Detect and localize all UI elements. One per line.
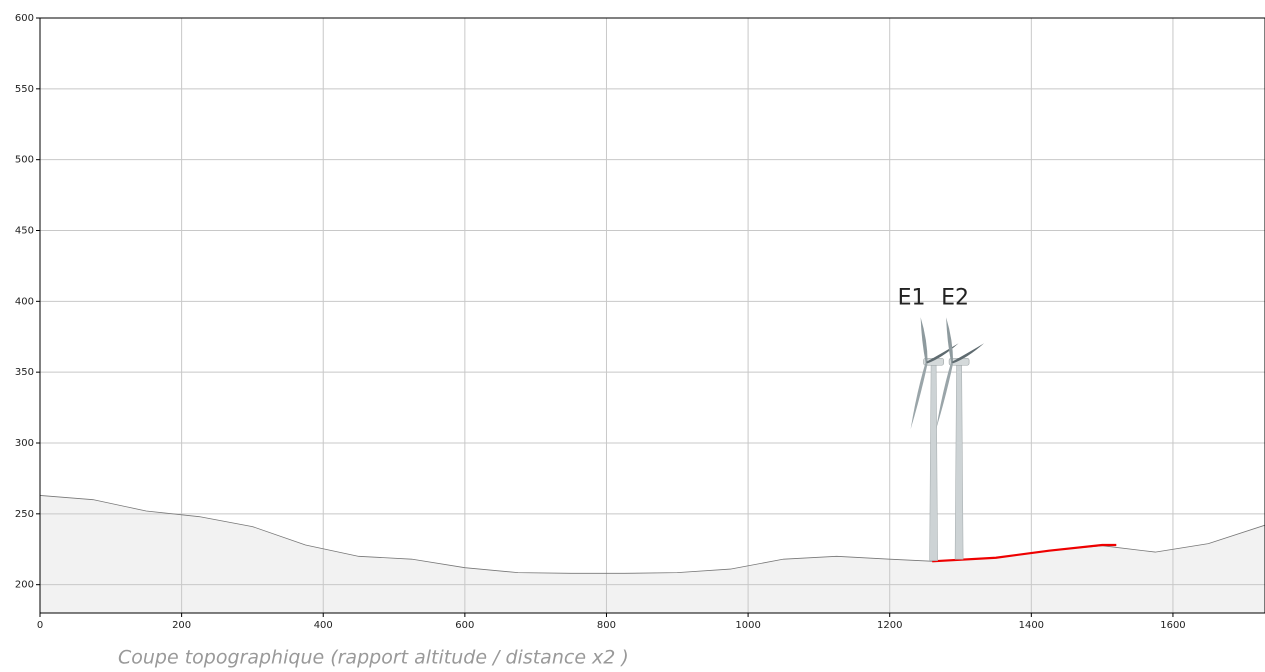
plot-frame: [39, 17, 1265, 614]
blade: [910, 362, 928, 430]
y-tick-label: 350: [15, 367, 34, 378]
turbine-label: E1: [898, 285, 926, 310]
y-tick-label: 200: [15, 580, 34, 591]
y-tick-label: 250: [15, 509, 34, 520]
profile-line: [932, 543, 1117, 563]
turbine-label: E2: [941, 285, 969, 310]
blade: [920, 317, 928, 363]
x-tick-label: 1200: [877, 620, 902, 631]
x-tick-label: 1000: [735, 620, 760, 631]
blade: [951, 343, 985, 364]
x-tick-label: 800: [597, 620, 616, 631]
tower: [929, 361, 938, 561]
tower: [954, 361, 964, 560]
x-tick-label: 200: [172, 620, 191, 631]
y-tick-label: 450: [15, 226, 34, 237]
blade: [946, 317, 954, 363]
x-tick-label: 400: [314, 620, 333, 631]
blade: [936, 362, 954, 430]
y-tick-label: 400: [15, 296, 34, 307]
x-tick-label: 0: [37, 620, 43, 631]
terrain-area: [40, 495, 1265, 613]
y-tick-label: 300: [15, 438, 34, 449]
y-tick-label: 600: [15, 13, 34, 24]
caption: Coupe topographique (rapport altitude / …: [118, 647, 629, 669]
y-tick-label: 500: [15, 155, 34, 166]
turbine: [936, 317, 985, 560]
x-tick-label: 1400: [1019, 620, 1044, 631]
x-tick-label: 600: [455, 620, 474, 631]
x-tick-label: 1600: [1160, 620, 1185, 631]
y-tick-label: 550: [15, 84, 34, 95]
